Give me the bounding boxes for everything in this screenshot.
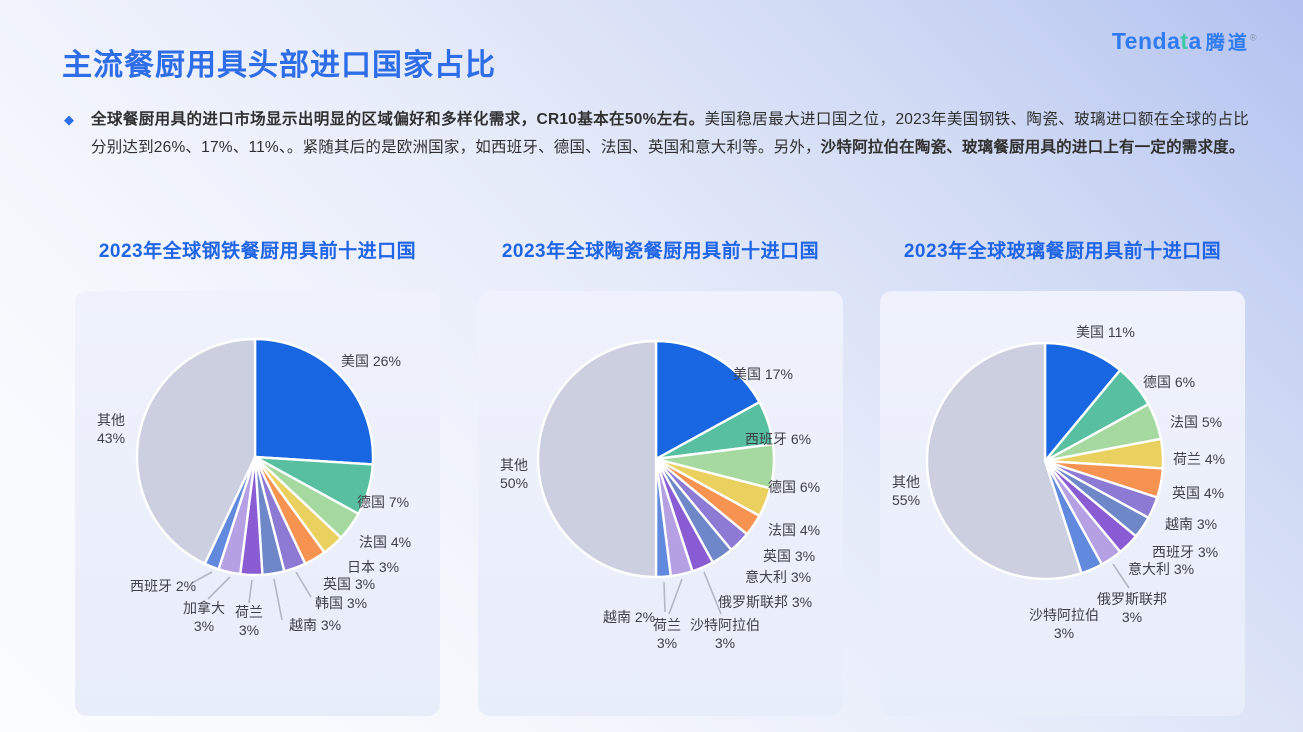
label-leader-line-越南 xyxy=(273,578,283,621)
pie-label-荷兰: 荷兰 3% xyxy=(653,617,681,651)
pie-slice-美国 xyxy=(654,339,761,461)
tendata-logo: Tendata 腾道® xyxy=(1112,28,1257,55)
intro-segment: 美国稳居最大进口国之位，2023年美国钢铁、陶瓷、玻璃进口额在全球的占比分别达到… xyxy=(91,111,1250,156)
pie-label-英国: 英国 3% xyxy=(763,548,815,564)
label-leader-line-加拿大 xyxy=(207,576,231,600)
pie-label-法国: 法国 4% xyxy=(768,522,820,538)
pie-chart-steel: 美国 26% 德国 7% 法国 4% 日本 3%英国 3% 韩国 3% 越南 3% 荷兰 3%… xyxy=(97,337,411,638)
label-leader-line-越南 xyxy=(663,581,666,613)
pie-label-美国: 美国 26% xyxy=(341,353,401,369)
pie-label-加拿大: 加拿大 3% xyxy=(183,600,225,634)
intro-segment-bold: 沙特阿拉伯在陶瓷、玻璃餐厨用具的进口上有一定的需求度。 xyxy=(820,139,1245,156)
pie-label-value: 3% xyxy=(1054,625,1074,641)
pie-label-日本: 日本 3% xyxy=(347,559,399,575)
logo-text-en-suffix: a xyxy=(1188,28,1202,54)
pie-label-name: 俄罗斯联邦 xyxy=(1097,591,1167,607)
pie-label-西班牙: 西班牙 2% xyxy=(130,578,196,594)
pie-label-value: 3% xyxy=(657,635,677,651)
pie-label-其他: 其他 43% xyxy=(97,412,125,446)
page-title: 主流餐厨用具头部进口国家占比 xyxy=(62,49,496,82)
label-leader-line-荷兰 xyxy=(248,579,253,604)
chart-title-glass: 2023年全球玻璃餐厨用具前十进口国 xyxy=(903,241,1222,262)
intro-paragraph: ◆ 全球餐厨用具的进口市场显示出明显的区域偏好和多样化需求，CR10基本在50%… xyxy=(64,106,1249,162)
pie-label-name: 其他 xyxy=(97,412,125,428)
pie-label-name: 沙特阿拉伯 xyxy=(690,617,760,633)
pie-label-美国: 美国 11% xyxy=(1076,324,1135,340)
pie-label-德国: 德国 7% xyxy=(357,494,409,510)
pie-label-value: 50% xyxy=(500,475,528,491)
chart-block-steel: 2023年全球钢铁餐厨用具前十进口国 美国 26% 德国 7% 法国 4% 日本 3%… xyxy=(75,238,440,716)
chart-panel-ceramic: 美国 17% 西班牙 6% 德国 6% 法国 4% 英国 3% 意大利 3% 俄罗斯联邦 3… xyxy=(478,291,843,716)
pie-label-英国: 英国 4% xyxy=(1172,485,1224,501)
label-leader-line-韩国 xyxy=(295,571,312,598)
pie-label-西班牙: 西班牙 6% xyxy=(745,431,811,447)
chart-panel-steel: 美国 26% 德国 7% 法国 4% 日本 3% 英国 3% 韩国 3% 越南 3% 荷兰 3%… xyxy=(75,291,440,716)
pie-label-越南: 越南 3% xyxy=(289,617,341,633)
pie-label-德国: 德国 6% xyxy=(1143,374,1195,390)
pie-label-name: 荷兰 xyxy=(653,617,681,633)
logo-text-en-prefix: Tenda xyxy=(1111,28,1181,54)
pie-label-德国: 德国 6% xyxy=(768,479,820,495)
chart-block-ceramic: 2023年全球陶瓷餐厨用具前十进口国 美国 17% 西班牙 6% 德国 6% 法国 4… xyxy=(478,238,843,716)
chart-panel-glass: 美国 11% 德国 6% 法国 5% 荷兰 4% 英国 4% 越南 3% 西班牙 3% 意大利… xyxy=(880,291,1245,716)
logo-registered-mark: ® xyxy=(1249,32,1257,43)
pie-label-value: 3% xyxy=(715,635,735,651)
pie-label-其他: 其他 50% xyxy=(500,457,528,491)
pie-label-name: 其他 xyxy=(500,457,528,473)
chart-block-glass: 2023年全球玻璃餐厨用具前十进口国 美国 11% 德国 6% 法国 5% 荷兰 4%… xyxy=(880,238,1245,716)
chart-title-ceramic: 2023年全球陶瓷餐厨用具前十进口国 xyxy=(501,241,820,262)
chart-title-steel: 2023年全球钢铁餐厨用具前十进口国 xyxy=(98,241,417,262)
pie-label-value: 3% xyxy=(194,618,214,634)
logo-text-en-accent: t xyxy=(1180,28,1189,54)
pie-label-value: 3% xyxy=(1122,609,1142,625)
intro-text: 全球餐厨用具的进口市场显示出明显的区域偏好和多样化需求，CR10基本在50%左右… xyxy=(91,106,1249,162)
pie-label-意大利: 意大利 3% xyxy=(745,569,811,585)
pie-label-name: 其他 xyxy=(892,474,920,490)
pie-chart-ceramic: 美国 17% 西班牙 6% 德国 6% 法国 4% 英国 3% 意大利 3% 俄罗斯联邦 3… xyxy=(500,339,820,651)
pie-slice-美国 xyxy=(1043,341,1122,463)
pie-label-name: 沙特阿拉伯 xyxy=(1029,607,1099,623)
pie-label-英国: 英国 3% xyxy=(323,576,375,592)
pie-label-越南: 越南 3% xyxy=(1165,516,1217,532)
pie-label-沙特阿拉伯: 沙特阿拉伯 3% xyxy=(1029,607,1099,641)
pie-chart-glass: 美国 11% 德国 6% 法国 5% 荷兰 4% 英国 4% 越南 3% 西班牙 3%意大利… xyxy=(892,324,1225,641)
pie-slice-其他 xyxy=(135,337,257,565)
label-leader-line-沙特阿拉伯 xyxy=(703,571,722,615)
pie-label-name: 荷兰 xyxy=(235,604,263,620)
pie-label-俄罗斯联邦: 俄罗斯联邦 3% xyxy=(1097,591,1167,625)
pie-label-name: 加拿大 xyxy=(183,600,225,616)
pie-label-韩国: 韩国 3% xyxy=(315,595,367,611)
logo-text-cn: 腾道 xyxy=(1205,33,1250,54)
pie-label-美国: 美国 17% xyxy=(733,366,793,382)
pie-label-其他: 其他 55% xyxy=(892,474,920,508)
pie-slice-其他 xyxy=(925,341,1083,581)
pie-slice-美国 xyxy=(253,337,375,466)
pie-label-越南: 越南 2% xyxy=(603,609,655,625)
diamond-bullet-icon: ◆ xyxy=(64,112,74,127)
pie-label-荷兰: 荷兰 4% xyxy=(1173,451,1225,467)
pie-label-俄罗斯联邦: 俄罗斯联邦 3% xyxy=(718,594,812,610)
pie-label-value: 3% xyxy=(239,622,259,638)
pie-label-法国: 法国 4% xyxy=(359,534,411,550)
pie-slice-其他 xyxy=(536,339,658,579)
label-leader-line-西班牙 xyxy=(191,571,213,584)
pie-label-value: 55% xyxy=(892,492,920,508)
intro-segment-bold: 全球餐厨用具的进口市场显示出明显的区域偏好和多样化需求，CR10基本在50%左右… xyxy=(91,111,705,128)
pie-label-荷兰: 荷兰 3% xyxy=(235,604,263,638)
pie-label-沙特阿拉伯: 沙特阿拉伯 3% xyxy=(690,617,760,651)
label-leader-line-俄罗斯联邦 xyxy=(1112,563,1130,589)
label-leader-line-荷兰 xyxy=(668,578,683,615)
pie-label-value: 43% xyxy=(97,430,125,446)
pie-label-意大利: 意大利 3% xyxy=(1128,561,1194,577)
pie-label-法国: 法国 5% xyxy=(1170,414,1222,430)
pie-label-西班牙: 西班牙 3% xyxy=(1152,544,1218,560)
